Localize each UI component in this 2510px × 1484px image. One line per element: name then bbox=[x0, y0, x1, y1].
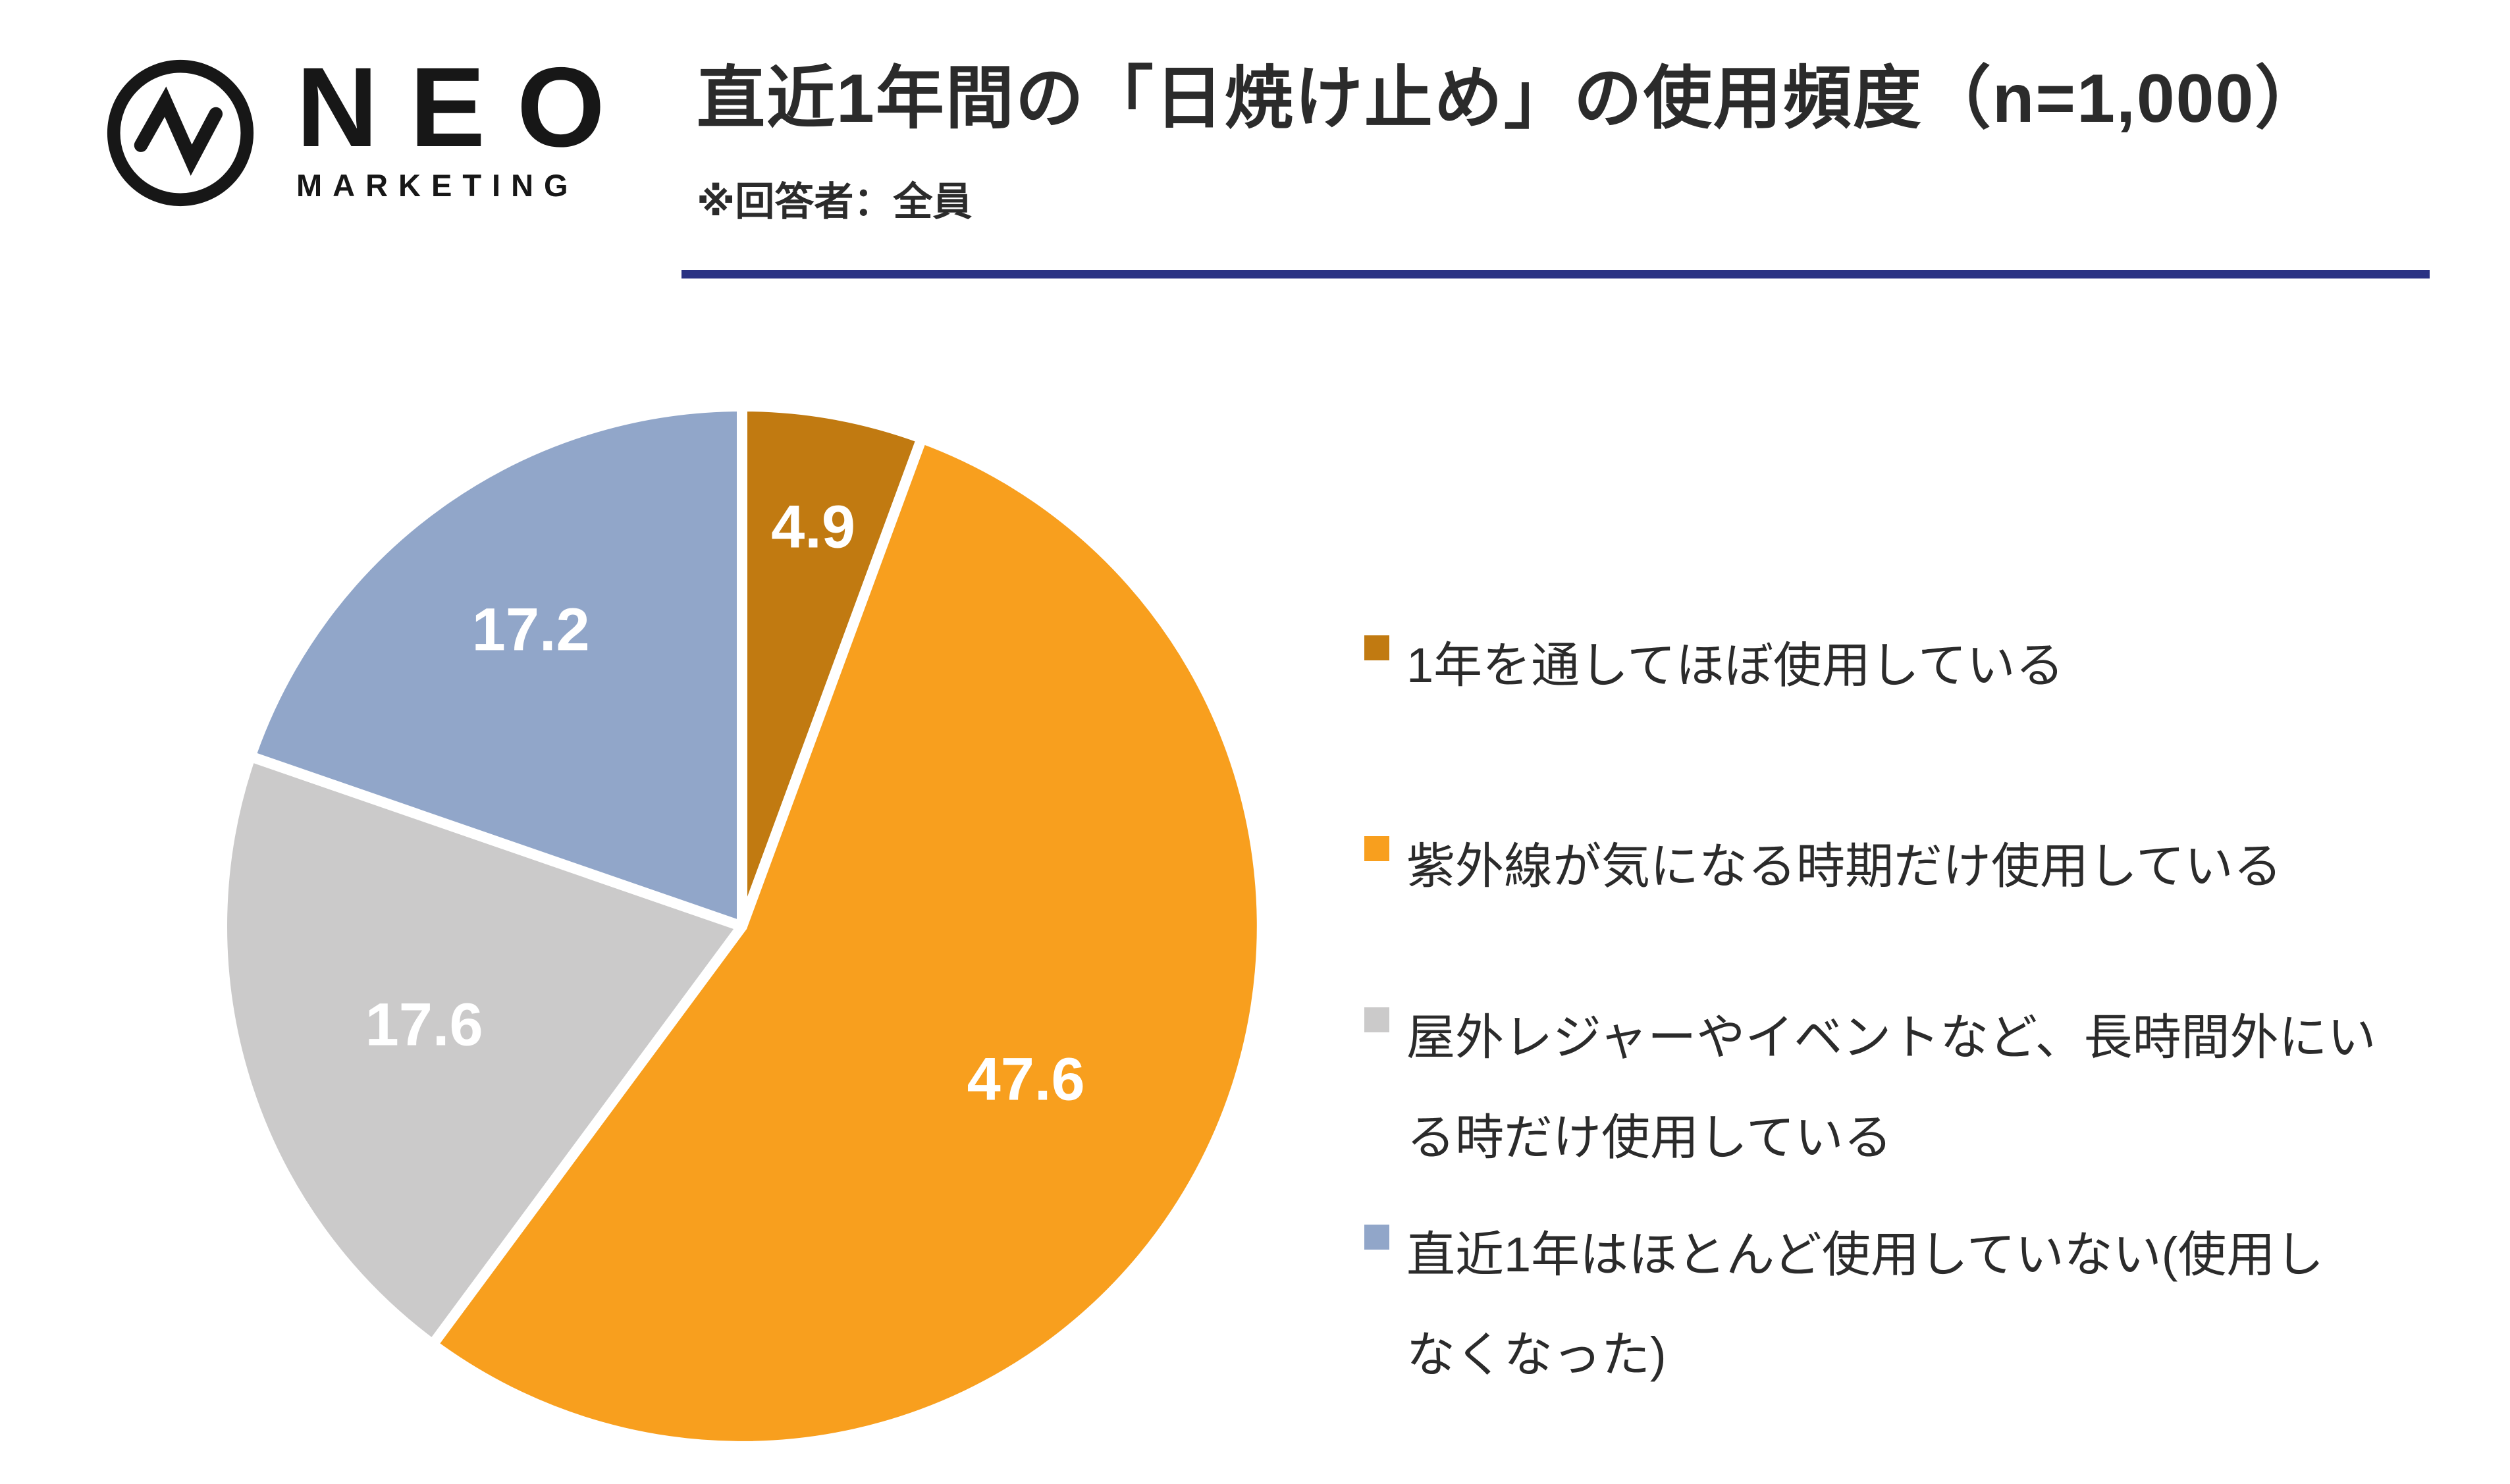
legend-label: 屋外レジャーやイベントなど、長時間外にい る時だけ使用している bbox=[1406, 1010, 2376, 1165]
legend-swatch bbox=[1364, 1007, 1389, 1032]
pie-slice-1 bbox=[427, 433, 1268, 1452]
legend-swatch bbox=[1364, 1225, 1389, 1250]
pie-slice-label-1: 47.6 bbox=[967, 1046, 1085, 1113]
pie-slice-label-2: 17.6 bbox=[365, 992, 483, 1059]
legend-swatch bbox=[1364, 836, 1389, 861]
pie-chart-svg: 4.9 47.6 17.6 17.2 bbox=[217, 401, 1268, 1452]
pie-slice-2 bbox=[217, 751, 747, 1350]
logo-pulse-icon bbox=[107, 59, 254, 207]
pie-slice-3 bbox=[245, 401, 747, 932]
chart-legend: 1年を通してほぼ使用している 紫外線が気になる時期だけ使用している 屋外レジャー… bbox=[1364, 593, 2497, 1448]
legend-label: 1年を通してほぼ使用している bbox=[1406, 638, 2064, 693]
pie-slice-label-3: 17.2 bbox=[472, 596, 590, 664]
legend-label: 直近1年はほとんど使用していない(使用し なくなった) bbox=[1406, 1227, 2324, 1382]
title-underline bbox=[681, 270, 2430, 278]
respondents-note: ※回答者：全員 bbox=[697, 180, 973, 225]
logo-text-neo: NEO bbox=[296, 44, 637, 171]
logo-text-marketing: MARKETING bbox=[296, 168, 579, 203]
logo-wordmark: NEO MARKETING bbox=[296, 51, 637, 203]
neo-marketing-logo: NEO MARKETING bbox=[99, 51, 637, 215]
legend-swatch bbox=[1364, 635, 1389, 660]
pie-slice-label-0: 4.9 bbox=[771, 493, 855, 560]
title-block: 直近1年間の「日焼け止め」の使用頻度（n=1,000） ※回答者：全員 bbox=[697, 53, 2474, 227]
pie-chart: 4.9 47.6 17.6 17.2 bbox=[209, 393, 1275, 1460]
legend-label: 紫外線が気になる時期だけ使用している bbox=[1406, 839, 2282, 893]
page-title: 直近1年間の「日焼け止め」の使用頻度（n=1,000） bbox=[697, 61, 2325, 137]
